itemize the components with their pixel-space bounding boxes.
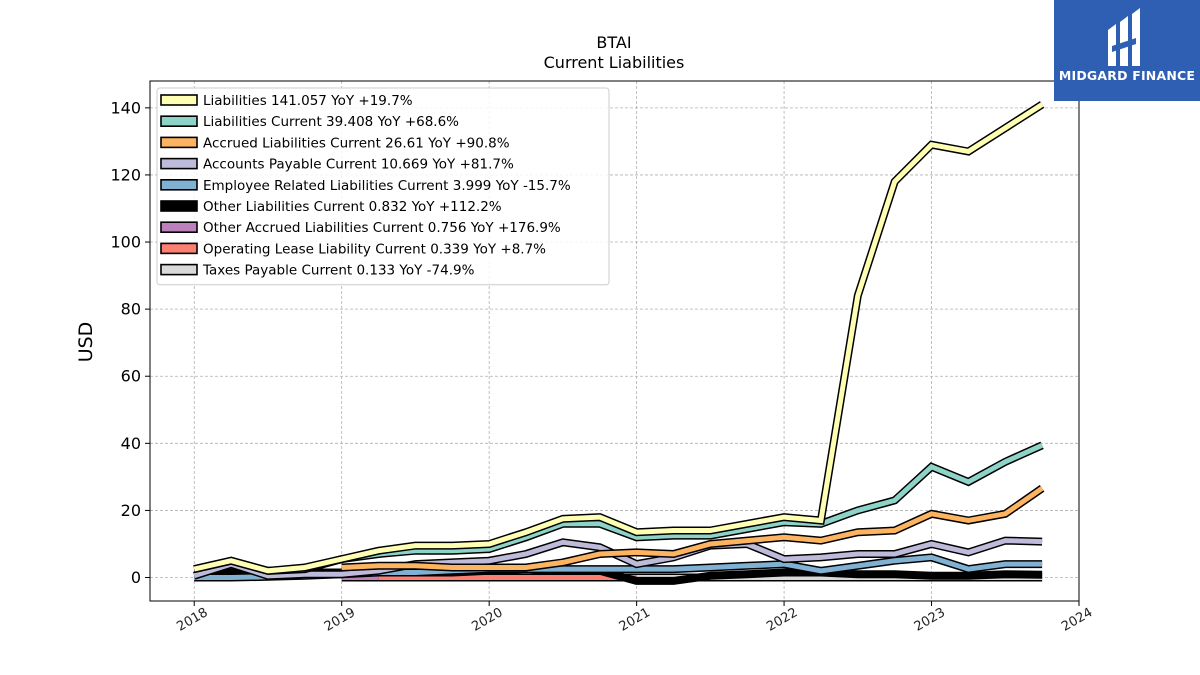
y-tick-label: 40 xyxy=(121,434,141,453)
legend-swatch xyxy=(160,200,198,212)
legend-swatch xyxy=(160,115,198,127)
series-line xyxy=(341,486,1044,570)
brand-logo: MIDGARD FINANCE xyxy=(1054,0,1200,101)
legend-swatch xyxy=(160,179,198,191)
legend-swatch xyxy=(160,263,198,276)
series-line xyxy=(193,102,1044,574)
y-tick-label: 0 xyxy=(131,568,141,587)
y-axis: 0 20 40 60 80 100 120 140 xyxy=(110,98,150,587)
legend-item: Taxes Payable Current 0.133 YoY -74.9% xyxy=(160,263,475,279)
legend-item: Other Accrued Liabilities Current 0.756 … xyxy=(160,220,561,236)
legend-label: Operating Lease Liability Current 0.339 … xyxy=(203,241,546,257)
x-axis: 2018 2019 2020 2021 2022 2023 2024 xyxy=(174,601,1095,635)
plot-frame xyxy=(149,80,1080,602)
x-tick-label: 2019 xyxy=(322,605,358,635)
y-tick-label: 20 xyxy=(121,501,141,520)
legend-label: Taxes Payable Current 0.133 YoY -74.9% xyxy=(202,263,475,279)
y-tick-label: 80 xyxy=(121,300,141,319)
legend: Liabilities 141.057 YoY +19.7% Liabilitie… xyxy=(156,87,610,286)
x-tick-label: 2018 xyxy=(174,605,210,635)
legend-box xyxy=(156,87,610,286)
x-tick-label: 2022 xyxy=(764,605,800,635)
legend-label: Liabilities 141.057 YoY +19.7% xyxy=(203,93,413,109)
legend-swatch xyxy=(160,157,198,170)
legend-swatch xyxy=(160,221,198,233)
legend-item: Liabilities Current 39.408 YoY +68.6% xyxy=(160,114,459,130)
x-tick-label: 2021 xyxy=(617,605,653,635)
chart-title-line1: BTAI xyxy=(596,33,631,52)
legend-label: Other Accrued Liabilities Current 0.756 … xyxy=(203,220,561,236)
x-tick-label: 2020 xyxy=(469,605,505,635)
legend-item: Operating Lease Liability Current 0.339 … xyxy=(160,241,546,257)
legend-item: Employee Related Liabilities Current 3.9… xyxy=(160,178,571,194)
legend-label: Employee Related Liabilities Current 3.9… xyxy=(203,178,571,194)
legend-swatch xyxy=(160,136,198,149)
series-liabilities xyxy=(193,101,1045,575)
legend-label: Liabilities Current 39.408 YoY +68.6% xyxy=(203,114,459,130)
legend-label: Accrued Liabilities Current 26.61 YoY +9… xyxy=(203,135,510,151)
x-tick-label: 2024 xyxy=(1059,605,1095,635)
legend-item: Accounts Payable Current 10.669 YoY +81.… xyxy=(160,157,514,173)
legend-item: Liabilities 141.057 YoY +19.7% xyxy=(160,93,413,109)
y-tick-label: 60 xyxy=(121,367,141,386)
legend-label: Accounts Payable Current 10.669 YoY +81.… xyxy=(203,157,514,173)
legend-swatch xyxy=(160,94,198,106)
series-layer xyxy=(192,101,1045,585)
chart-title-line2: Current Liabilities xyxy=(544,53,685,72)
x-tick-label: 2023 xyxy=(912,605,948,635)
y-tick-label: 140 xyxy=(110,98,141,117)
brand-logo-text: MIDGARD FINANCE xyxy=(1058,68,1196,83)
legend-swatch xyxy=(160,242,198,255)
legend-label: Other Liabilities Current 0.832 YoY +112… xyxy=(203,199,502,215)
y-tick-label: 100 xyxy=(110,233,141,252)
y-axis-label: USD xyxy=(75,322,97,363)
legend-item: Accrued Liabilities Current 26.61 YoY +9… xyxy=(160,135,510,151)
legend-item: Other Liabilities Current 0.832 YoY +112… xyxy=(160,199,502,215)
y-tick-label: 120 xyxy=(110,165,141,184)
midgard-logo-icon xyxy=(1108,8,1140,66)
series-accrued-liabilities-current xyxy=(341,485,1045,572)
